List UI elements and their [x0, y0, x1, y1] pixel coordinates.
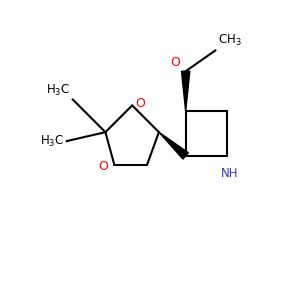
Text: O: O: [136, 98, 146, 110]
Text: CH$_3$: CH$_3$: [218, 33, 242, 48]
Text: H$_3$C: H$_3$C: [46, 83, 70, 98]
Polygon shape: [159, 132, 188, 159]
Text: O: O: [98, 160, 108, 173]
Text: H$_3$C: H$_3$C: [40, 134, 64, 148]
Text: O: O: [170, 56, 180, 69]
Polygon shape: [182, 71, 190, 111]
Text: NH: NH: [221, 167, 238, 180]
